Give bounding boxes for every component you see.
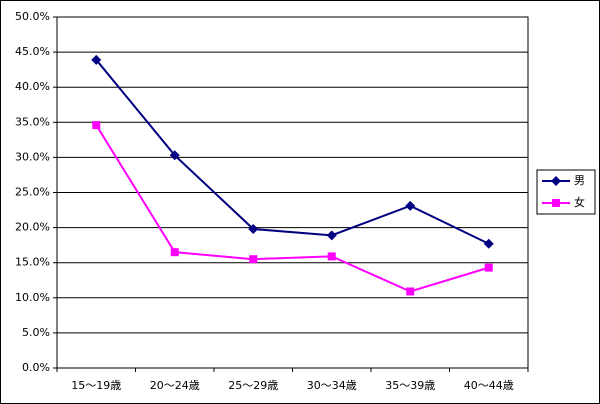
marker xyxy=(483,238,494,249)
marker xyxy=(92,121,101,130)
y-tick-label: 45.0% xyxy=(15,45,50,58)
marker xyxy=(326,230,337,241)
legend-label: 男 xyxy=(574,174,585,187)
y-tick-label: 0.0% xyxy=(22,361,50,374)
series-line xyxy=(95,124,490,293)
x-tick-label: 25～29歳 xyxy=(228,379,278,392)
marker xyxy=(484,263,493,272)
x-tick-label: 40～44歳 xyxy=(464,379,514,392)
marker xyxy=(406,287,415,296)
marker xyxy=(169,150,180,161)
marker xyxy=(552,199,560,207)
marker xyxy=(327,252,336,261)
x-tick-label: 35～39歳 xyxy=(385,379,435,392)
marker xyxy=(248,224,259,235)
marker xyxy=(249,255,258,264)
y-tick-label: 35.0% xyxy=(15,115,50,128)
legend-label: 女 xyxy=(574,195,585,209)
legend-box xyxy=(536,169,596,215)
y-tick-label: 25.0% xyxy=(15,186,50,199)
y-tick-label: 5.0% xyxy=(22,326,50,339)
y-tick-label: 15.0% xyxy=(15,256,50,269)
y-tick-label: 20.0% xyxy=(15,221,50,234)
y-tick-label: 40.0% xyxy=(15,80,50,93)
marker xyxy=(170,248,179,257)
x-tick-label: 30～34歳 xyxy=(307,379,357,392)
marker xyxy=(91,54,102,65)
x-tick-label: 15～19歳 xyxy=(71,379,121,392)
marker xyxy=(405,200,416,211)
marker xyxy=(551,176,561,186)
x-tick-label: 20～24歳 xyxy=(150,379,200,392)
y-tick-label: 50.0% xyxy=(15,10,50,23)
y-tick-label: 30.0% xyxy=(15,150,50,163)
series-line xyxy=(95,59,490,245)
y-tick-label: 10.0% xyxy=(15,291,50,304)
